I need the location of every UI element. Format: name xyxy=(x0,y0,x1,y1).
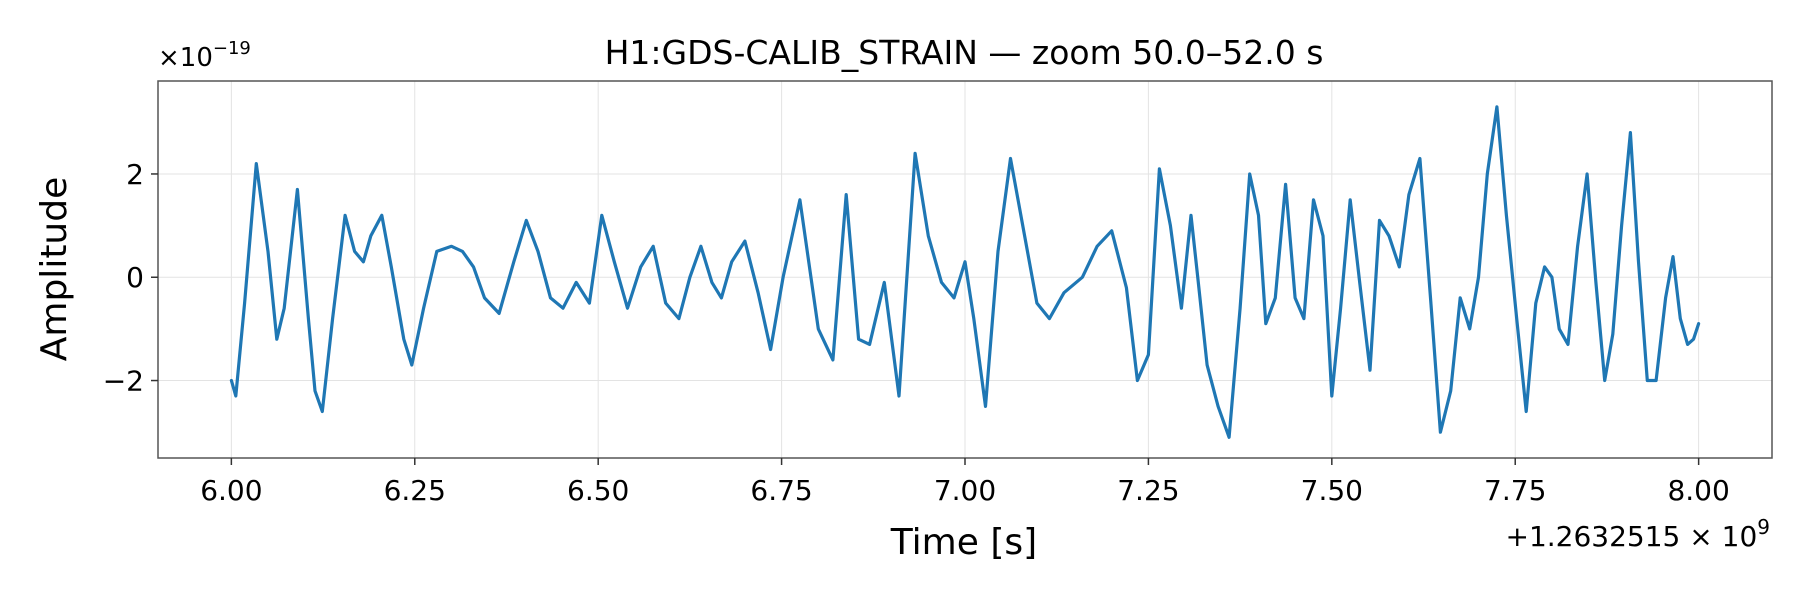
x-axis-ticks: 6.00 6.25 6.50 6.75 7.00 7.25 7.50 7.75 8.00 xyxy=(200,458,1730,507)
x-offset-base: +1.2632515 × 10 xyxy=(1505,520,1757,553)
x-tick-label: 6.50 xyxy=(567,474,629,507)
y-scale-exponent: −19 xyxy=(213,38,251,59)
x-tick-label: 8.00 xyxy=(1667,474,1729,507)
y-axis-label: Amplitude xyxy=(34,177,75,361)
x-offset-exponent: 9 xyxy=(1757,515,1770,539)
x-offset-label: +1.2632515 × 109 xyxy=(1505,515,1770,553)
y-scale-label: ×10−19 xyxy=(158,38,251,73)
y-axis-ticks: −2 0 2 xyxy=(103,158,158,398)
y-tick-label: −2 xyxy=(103,365,144,398)
x-axis-label: Time [s] xyxy=(890,522,1037,563)
x-tick-label: 7.75 xyxy=(1484,474,1546,507)
y-tick-label: 2 xyxy=(126,158,144,191)
x-tick-label: 7.25 xyxy=(1117,474,1179,507)
x-tick-label: 6.25 xyxy=(384,474,446,507)
y-tick-label: 0 xyxy=(126,261,144,294)
y-scale-base: ×10 xyxy=(158,43,213,73)
x-tick-label: 7.00 xyxy=(934,474,996,507)
series-layer xyxy=(229,105,1701,439)
strain-series-line xyxy=(229,105,1701,439)
chart-title: H1:GDS-CALIB_STRAIN — zoom 50.0–52.0 s xyxy=(605,33,1324,72)
x-tick-label: 6.00 xyxy=(200,474,262,507)
x-tick-label: 7.50 xyxy=(1301,474,1363,507)
x-tick-label: 6.75 xyxy=(750,474,812,507)
